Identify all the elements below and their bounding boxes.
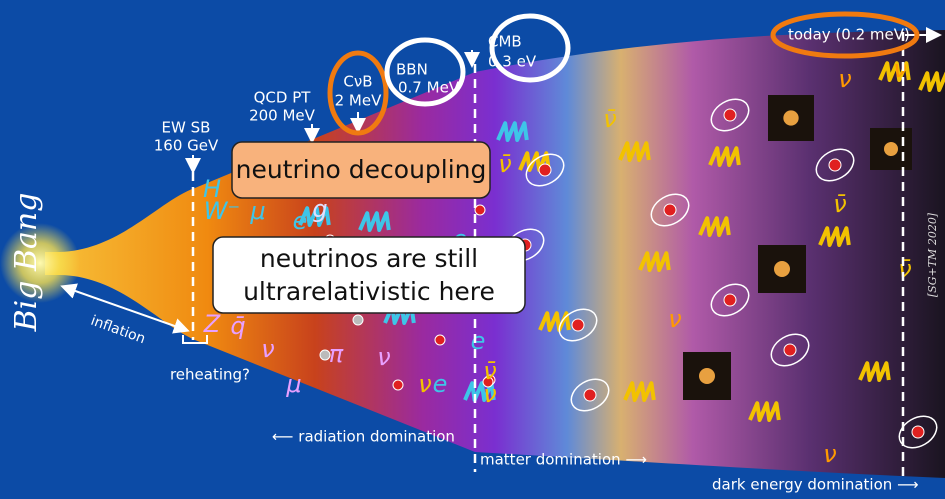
particle-symbol: ν xyxy=(261,335,274,363)
galaxy-core xyxy=(884,142,898,156)
galaxy-core xyxy=(774,261,790,277)
callout-text: neutrino decoupling xyxy=(236,155,487,184)
particle-symbol: q̄ xyxy=(230,312,245,340)
particle-symbol: ν̄ xyxy=(498,150,511,178)
event-label: QCD PT xyxy=(254,89,312,107)
particle-symbol: ν xyxy=(418,370,431,398)
particle-dot xyxy=(353,315,363,325)
particle-symbol: ν xyxy=(893,55,906,83)
nucleus xyxy=(724,109,736,121)
particle-symbol: e xyxy=(471,327,486,355)
event-energy: 2 MeV xyxy=(335,92,382,110)
era-label: matter domination ⟶ xyxy=(480,451,647,469)
big-bang-label: Big Bang xyxy=(9,193,44,333)
era-label: dark energy domination ⟶ xyxy=(712,476,919,494)
galaxy-core xyxy=(783,110,798,125)
particle-symbol: π xyxy=(329,340,344,368)
particle-symbol: ν̄ xyxy=(603,105,616,133)
event-label: CνB xyxy=(343,73,372,91)
event-label: EW SB xyxy=(162,119,211,137)
nucleus xyxy=(784,344,796,356)
particle-dot xyxy=(475,205,485,215)
callout-text: neutrinos are still xyxy=(260,244,478,273)
nucleus xyxy=(912,426,924,438)
particle-symbol: ν̄ xyxy=(898,255,911,283)
reheating-label: reheating? xyxy=(170,366,250,384)
callout-text: ultrarelativistic here xyxy=(243,277,495,306)
particle-symbol: ν xyxy=(668,305,681,333)
event-energy: 160 GeV xyxy=(154,137,219,155)
event-energy: 200 MeV xyxy=(249,107,316,125)
particle-symbol: ν xyxy=(377,343,390,371)
particle-symbol: e xyxy=(433,370,448,398)
credit: [SG+TM 2020] xyxy=(926,212,939,297)
event-label: BBN xyxy=(396,61,428,79)
particle-symbol: μ xyxy=(249,197,265,225)
diagram: HW⁻μgeeνπZq̄νμνeeν̄νν̄νν̄νν̄νν̄ν EW SB 1… xyxy=(0,0,945,499)
nucleus xyxy=(664,204,676,216)
particle-dot xyxy=(393,380,403,390)
particle-dot xyxy=(435,335,445,345)
nucleus xyxy=(724,294,736,306)
nucleus xyxy=(829,159,841,171)
today-label: today (0.2 meV) xyxy=(788,26,910,44)
particle-symbol: W⁻ xyxy=(204,197,240,225)
galaxy-core xyxy=(699,368,715,384)
nucleus xyxy=(584,389,596,401)
era-label: ⟵ radiation domination xyxy=(272,428,455,446)
particle-symbol: g xyxy=(312,195,327,223)
particle-symbol: ν xyxy=(838,65,851,93)
particle-symbol: ν̄ xyxy=(833,190,846,218)
particle-symbol: ν xyxy=(823,440,836,468)
particle-symbol: Z xyxy=(203,310,221,338)
particle-symbol: μ xyxy=(285,370,301,398)
particle-symbol: e xyxy=(293,207,308,235)
particle-symbol: ν xyxy=(483,380,496,408)
nucleus xyxy=(539,164,551,176)
nucleus xyxy=(572,319,584,331)
